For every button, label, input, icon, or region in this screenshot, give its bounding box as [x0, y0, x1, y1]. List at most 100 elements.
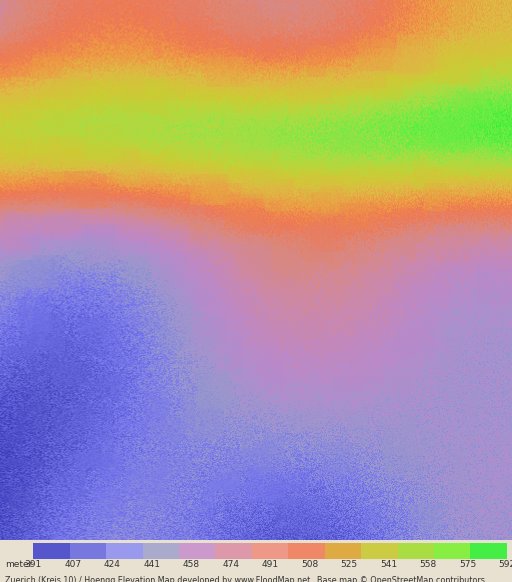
Bar	[212, 7, 243, 16]
Bar	[250, 149, 282, 185]
Bar	[282, 293, 299, 314]
Bar	[399, 321, 436, 358]
Bar	[271, 202, 281, 218]
Bar	[414, 167, 445, 190]
Bar	[58, 367, 81, 393]
Bar	[248, 467, 275, 502]
Bar	[152, 399, 170, 417]
Bar	[247, 120, 285, 144]
Bar	[87, 436, 115, 467]
Bar	[204, 50, 240, 63]
Bar	[310, 213, 345, 252]
Bar	[179, 543, 216, 559]
Bar	[272, 237, 305, 270]
Bar	[183, 1, 204, 21]
Bar	[397, 369, 410, 406]
Bar	[135, 173, 173, 184]
Bar	[224, 194, 263, 226]
Bar	[191, 315, 228, 343]
Bar	[419, 503, 443, 532]
Bar	[280, 137, 290, 147]
Bar	[37, 177, 48, 198]
Bar	[236, 244, 272, 280]
Bar	[217, 470, 239, 486]
Text: Zuerich (Kreis 10) / Hoengg Elevation Map developed by www.FloodMap.net: Zuerich (Kreis 10) / Hoengg Elevation Ma…	[5, 576, 310, 582]
Bar	[190, 206, 205, 243]
Bar	[466, 181, 482, 195]
Bar	[252, 543, 288, 559]
Bar	[404, 65, 420, 81]
Bar	[45, 219, 59, 236]
Bar	[249, 188, 267, 199]
Bar	[249, 360, 260, 380]
Bar	[197, 378, 209, 406]
Bar	[436, 225, 470, 262]
Bar	[15, 260, 46, 286]
Bar	[1, 435, 14, 447]
Text: 541: 541	[380, 560, 397, 569]
Bar	[361, 543, 398, 559]
Bar	[243, 135, 271, 158]
Bar	[49, 317, 62, 356]
Bar	[283, 285, 305, 306]
Bar	[209, 180, 226, 205]
Bar	[359, 39, 393, 71]
Bar	[372, 72, 403, 100]
Bar	[44, 213, 77, 233]
Bar	[308, 500, 329, 535]
Bar	[38, 135, 60, 168]
Bar	[3, 458, 23, 466]
Bar	[216, 389, 232, 399]
Bar	[102, 453, 121, 482]
Bar	[307, 251, 341, 266]
Bar	[445, 55, 481, 85]
Text: Base map © OpenStreetMap contributors: Base map © OpenStreetMap contributors	[317, 576, 485, 582]
Bar	[456, 91, 491, 124]
Bar	[437, 269, 447, 302]
Bar	[10, 235, 40, 259]
Bar	[399, 427, 436, 456]
Bar	[426, 122, 460, 143]
Bar	[91, 80, 105, 111]
Bar	[160, 80, 186, 99]
Bar	[455, 447, 464, 467]
Bar	[116, 420, 149, 434]
Bar	[280, 244, 298, 278]
Bar	[21, 336, 33, 352]
Bar	[470, 365, 489, 375]
Bar	[1, 346, 34, 358]
Bar	[53, 408, 84, 443]
Text: 558: 558	[419, 560, 437, 569]
Bar	[12, 261, 28, 276]
Bar	[0, 211, 20, 249]
Bar	[468, 60, 476, 92]
Bar	[130, 118, 141, 140]
Bar	[64, 171, 97, 208]
Bar	[3, 253, 11, 279]
Bar	[338, 196, 366, 214]
Bar	[106, 543, 142, 559]
Bar	[99, 106, 138, 143]
Bar	[135, 470, 165, 508]
Bar	[252, 325, 263, 344]
Bar	[401, 46, 427, 76]
Bar	[7, 347, 33, 356]
Bar	[241, 237, 266, 275]
Bar	[204, 480, 239, 497]
Bar	[355, 55, 387, 88]
Bar	[473, 149, 490, 167]
Bar	[207, 183, 242, 203]
Bar	[415, 287, 451, 304]
Bar	[228, 352, 241, 373]
Bar	[247, 468, 264, 501]
Bar	[364, 506, 381, 525]
Bar	[306, 11, 336, 20]
Bar	[76, 453, 109, 468]
Bar	[0, 484, 14, 502]
Bar	[270, 365, 283, 384]
Bar	[203, 489, 215, 514]
Bar	[52, 217, 84, 232]
Bar	[368, 350, 383, 362]
Text: meter: meter	[5, 560, 32, 569]
Bar	[79, 188, 98, 209]
